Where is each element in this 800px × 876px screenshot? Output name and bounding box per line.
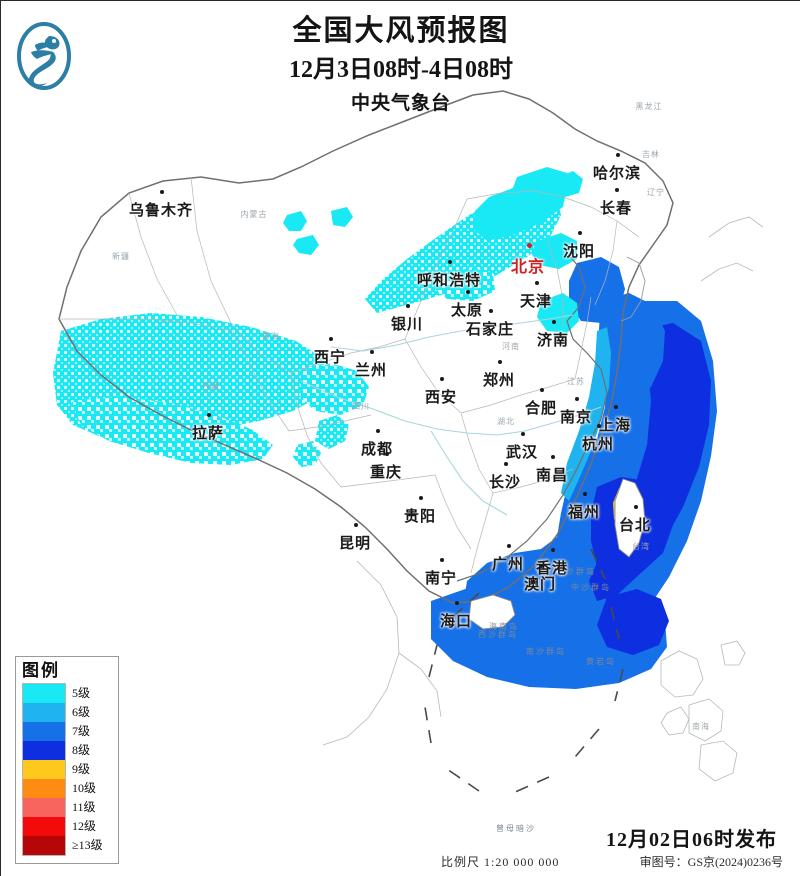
wind-area-6-bohai-fringe [537,293,579,333]
city-marker-dot [370,350,374,354]
wind-area-8-south-taiwan [597,589,669,655]
wind-area-5-xinjiang-n3 [331,207,353,227]
city-marker-dot [583,492,587,496]
city-marker-dot [466,290,470,294]
release-time: 12月02日06时发布 [606,829,777,851]
japan-outline [700,216,764,282]
city-marker-dot [354,523,358,527]
city-marker-dot [507,544,511,548]
city-marker-dot [419,496,423,500]
legend-label-11级: 11级 [72,800,96,814]
legend-swatch-12级 [23,817,65,836]
city-marker-dot [489,309,493,313]
wind-area-5-ne-south [531,233,577,269]
legend-label-9级: 9级 [72,762,91,776]
city-marker-dot [597,424,601,428]
city-marker-dot [614,405,618,409]
legend-label-12级: 12级 [72,819,97,833]
legend-label-6级: 6级 [72,705,91,719]
legend-label-ge13级: ≥13级 [72,838,103,852]
legend-swatch-11级 [23,798,65,817]
legend-label-10级: 10级 [72,781,97,795]
city-marker-dot [440,377,444,381]
city-marker-dot [440,558,444,562]
city-marker-dot [329,337,333,341]
legend-label-5级: 5级 [72,686,91,700]
city-marker-dot [552,320,556,324]
china-national-border [58,90,674,604]
legend-swatch-5级 [23,684,65,703]
legend-swatch-9级 [23,760,65,779]
legend-label-8级: 8级 [72,743,91,757]
legend-swatch-7级 [23,722,65,741]
legend-title: 图例 [22,661,60,680]
wind-area-5-hebei-north [435,267,495,301]
city-marker-dot [521,432,525,436]
korea-outline [620,256,646,322]
philippines-outline [660,640,746,782]
city-marker-dot [634,505,638,509]
wind-area-5-tibet-south [71,397,273,465]
city-marker-dot [551,455,555,459]
wind-field-land [53,167,583,467]
legend-swatch-10级 [23,779,65,798]
city-marker-dot [376,429,380,433]
map-approval-number: 审图号：GS京(2024)0236号 [639,855,783,869]
city-marker-dot [539,564,543,568]
city-marker-dot [578,231,582,235]
rivers [300,314,602,516]
wind-area-5-xinjiang-n2 [293,235,319,255]
taiwan-island [614,478,646,558]
legend-swatch-ge13级 [23,836,65,855]
legend-color-bars [22,683,66,856]
map-outlines [58,90,764,794]
wind-area-5-heilongjiang [555,171,583,197]
city-marker-dot [385,452,389,456]
city-marker-dot [527,243,532,248]
city-marker-dot [455,601,459,605]
legend-body: 5级 6级 7级 8级 9级 10级 11级 12级 ≥13级 [22,683,113,856]
city-marker-dot [615,188,619,192]
city-marker-dot [540,388,544,392]
wind-field-ocean [431,257,717,689]
city-marker-dot [448,260,452,264]
legend-labels: 5级 6级 7级 8级 9级 10级 11级 12级 ≥13级 [72,683,113,856]
city-marker-dot [498,360,502,364]
legend-panel[interactable]: 图例 5级 6级 7级 8级 9级 10级 11级 12级 ≥13级 [15,656,119,864]
wind-area-5-yunnan-north [293,441,321,467]
city-marker-dot [535,281,539,285]
china-east-coastline [456,252,608,582]
legend-swatch-6级 [23,703,65,722]
city-marker-dot [207,413,211,417]
legend-label-7级: 7级 [72,724,91,738]
city-marker-dot [160,190,164,194]
legend-swatch-8级 [23,741,65,760]
map-scale: 比例尺 1:20 000 000 [441,855,560,869]
nine-dash-line [424,548,624,794]
city-marker-dot [406,304,410,308]
hainan-island [468,594,516,630]
city-marker-dot [551,548,555,552]
wind-area-6-coastal-fringe [561,327,611,501]
city-marker-dot [575,397,579,401]
wind-area-5-xinjiang-n1 [283,211,307,231]
city-marker-dot [616,153,620,157]
city-marker-dot [504,462,508,466]
wind-area-5-sichuan-west [315,415,349,449]
indochina-outline [322,560,442,746]
